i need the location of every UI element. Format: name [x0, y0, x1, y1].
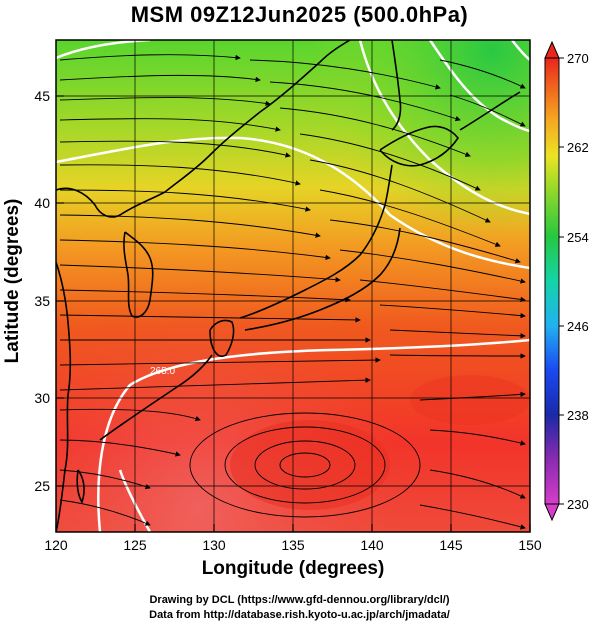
contour-line: [56, 136, 530, 270]
colorbar-tick-label: 230: [567, 497, 589, 512]
x-axis-ticks: [55, 524, 531, 532]
y-axis-labels: 25 30 35 40 45: [34, 88, 50, 494]
colorbar-tick-label: 238: [567, 408, 589, 423]
y-axis-title: Latitude (degrees): [2, 198, 23, 364]
coastline-taiwan: [76, 469, 85, 504]
wind-streamlines: [59, 54, 526, 530]
coastline-honshu: [239, 164, 393, 319]
y-axis-ticks: [56, 95, 64, 487]
coastline-hokkaido: [379, 125, 459, 167]
y-tick-label: 40: [34, 195, 50, 211]
lat-lon-grid: [56, 40, 530, 532]
colorbar-tick-label: 270: [567, 51, 589, 66]
y-tick-label: 30: [34, 390, 50, 406]
colorbar-tick-label: 254: [567, 230, 589, 245]
y-tick-label: 35: [34, 293, 50, 309]
map-title: MSM 09Z12Jun2025 (500.0hPa): [130, 2, 469, 27]
coastline-kurils: [459, 91, 521, 131]
x-tick-label: 135: [281, 537, 305, 553]
x-axis-labels: 120 125 130 135 140 145 150: [44, 537, 542, 553]
contour-label: 265.0: [150, 366, 175, 377]
color-bar-body: [544, 57, 560, 505]
x-tick-label: 130: [202, 537, 226, 553]
color-bar-bottom-arrow: [544, 503, 560, 522]
y-tick-label: 25: [34, 478, 50, 494]
x-axis-title: Longitude (degrees): [201, 558, 385, 579]
y-tick-label: 45: [34, 88, 50, 104]
x-tick-label: 125: [123, 537, 147, 553]
coastline-ryukyu: [99, 354, 213, 441]
coastline-sakhalin: [391, 40, 402, 131]
contour-line: [428, 40, 530, 133]
colorbar-tick-label: 246: [567, 319, 589, 334]
contour-line: [358, 40, 530, 216]
color-bar: 270 262 254 246 238 230: [544, 40, 589, 522]
colorbar-tick-label: 262: [567, 140, 589, 155]
x-tick-label: 120: [44, 537, 68, 553]
streamline-group: [59, 54, 526, 391]
contour-line: [97, 338, 530, 532]
anticyclone-streamlines: [59, 391, 526, 530]
coastline-asia-mainland: [56, 40, 351, 218]
contour-line: [511, 40, 530, 61]
x-tick-label: 145: [439, 537, 463, 553]
coastline-korea: [123, 231, 154, 318]
coastline-honshu-south: [244, 227, 401, 331]
coastline-kyushu: [209, 319, 235, 357]
coastline-china-east: [56, 261, 72, 532]
color-bar-top-arrow: [544, 40, 560, 59]
credit-data-source: Data from http://database.rish.kyoto-u.a…: [149, 609, 450, 621]
coastlines: [56, 40, 521, 532]
credit-drawing: Drawing by DCL (https://www.gfd-dennou.o…: [149, 594, 450, 606]
x-tick-label: 140: [360, 537, 384, 553]
x-tick-label: 150: [518, 537, 542, 553]
